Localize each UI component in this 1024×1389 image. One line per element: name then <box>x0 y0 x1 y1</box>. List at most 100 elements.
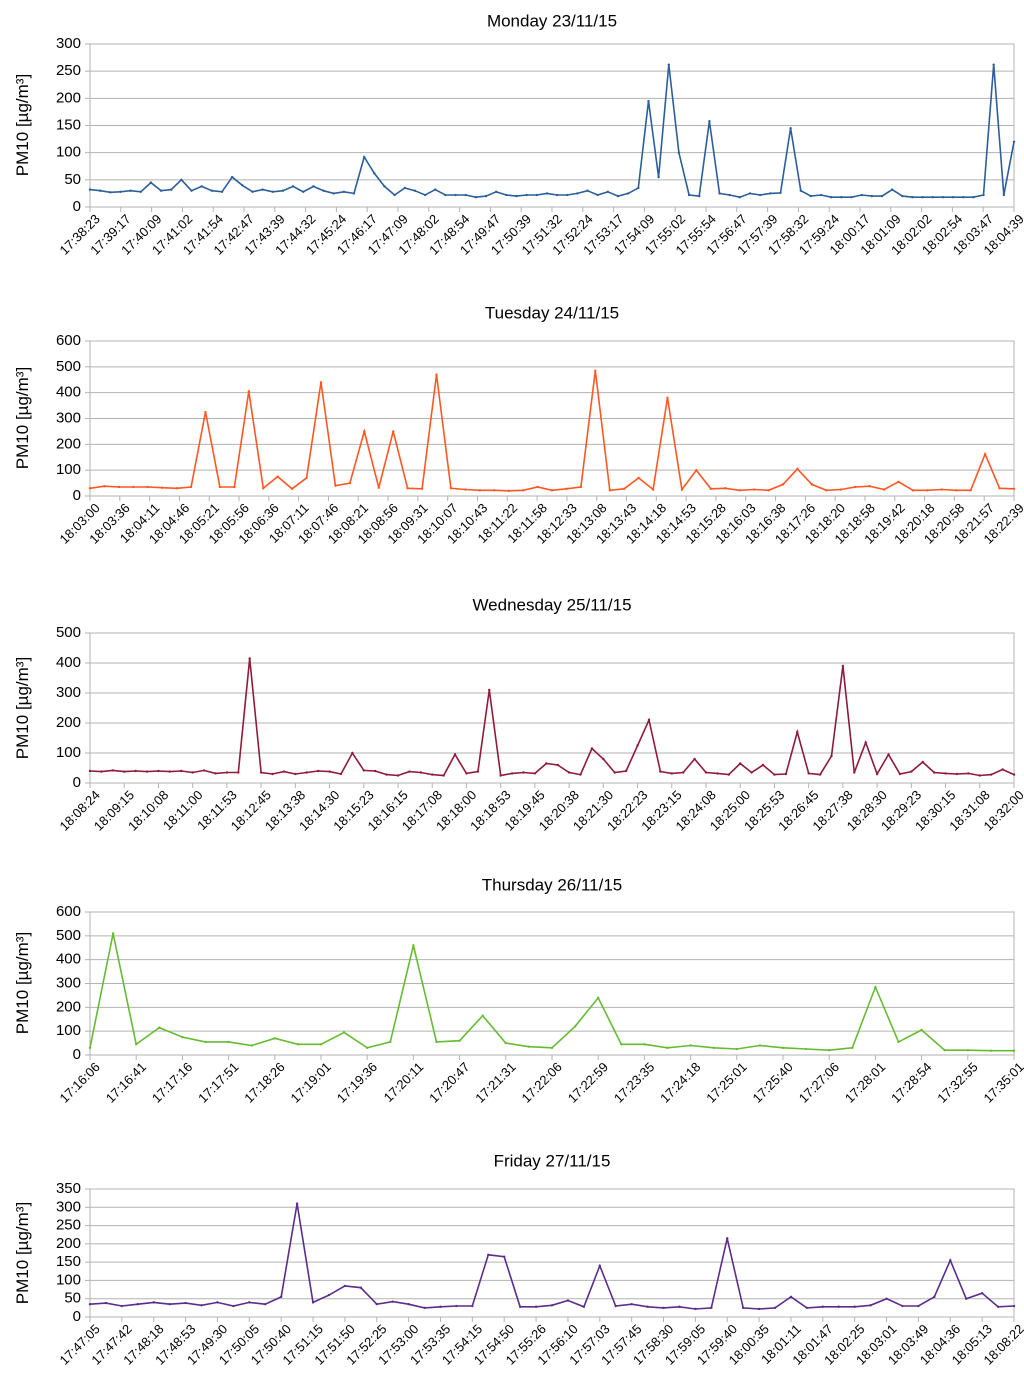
data-point <box>129 189 132 192</box>
data-point <box>439 1305 442 1308</box>
data-point <box>407 1303 410 1306</box>
data-point <box>897 1040 900 1044</box>
data-point <box>830 196 833 199</box>
data-point <box>882 488 886 491</box>
data-point <box>716 772 719 775</box>
data-point <box>550 489 554 492</box>
data-point <box>869 1304 872 1307</box>
data-point <box>805 1306 809 1310</box>
data-point <box>88 1303 92 1306</box>
data-point <box>391 430 395 433</box>
y-tick-label: 400 <box>56 384 81 401</box>
data-point <box>251 190 254 193</box>
data-point <box>88 769 92 773</box>
data-point <box>807 772 810 775</box>
data-point <box>818 773 822 776</box>
data-point <box>373 769 377 773</box>
data-point <box>343 1284 347 1288</box>
y-tick-label: 300 <box>56 684 81 701</box>
x-tick-label: 17:19:36 <box>334 1059 380 1105</box>
data-point <box>1012 1049 1016 1052</box>
data-point <box>1002 193 1006 197</box>
y-tick-label: 200 <box>56 998 81 1015</box>
y-tick-label: 300 <box>56 409 81 426</box>
data-point <box>989 1049 993 1052</box>
data-point <box>940 488 944 491</box>
x-tick-label: 17:22:06 <box>519 1059 565 1105</box>
data-point <box>503 1255 506 1258</box>
data-point <box>931 196 934 199</box>
data-point <box>465 772 468 775</box>
data-point <box>1012 487 1016 490</box>
data-point <box>738 196 742 199</box>
data-point <box>630 1303 633 1306</box>
y-tick-label: 0 <box>73 198 81 215</box>
y-tick-label: 500 <box>56 624 81 641</box>
y-tick-label: 600 <box>56 903 81 920</box>
data-point <box>851 1046 854 1050</box>
data-point <box>328 770 331 773</box>
data-point <box>636 744 639 747</box>
y-tick-label: 100 <box>56 144 81 161</box>
x-tick-label: 17:20:11 <box>381 1059 427 1105</box>
data-point <box>332 192 335 195</box>
data-point <box>295 1202 299 1205</box>
chart-title: Thursday 26/11/15 <box>482 875 623 894</box>
data-point <box>403 186 406 190</box>
data-point <box>989 773 993 776</box>
y-tick-label: 400 <box>56 654 81 671</box>
data-point <box>626 192 630 195</box>
data-point <box>264 1303 267 1306</box>
data-point <box>488 688 491 692</box>
data-point <box>1012 773 1016 776</box>
data-point <box>406 487 409 490</box>
data-point <box>227 1040 230 1044</box>
data-point <box>362 155 366 159</box>
data-point <box>710 1306 713 1310</box>
y-tick-label: 50 <box>64 1290 81 1307</box>
data-point <box>170 188 173 191</box>
data-point <box>104 1301 108 1305</box>
data-point <box>825 489 828 492</box>
chart-title: Wednesday 25/11/15 <box>472 595 631 614</box>
data-point <box>103 484 106 488</box>
data-point <box>189 485 193 489</box>
data-point <box>613 771 616 774</box>
data-point <box>322 189 325 192</box>
data-point <box>681 771 685 774</box>
data-point <box>579 485 583 489</box>
data-point <box>352 192 356 195</box>
y-tick-label: 200 <box>56 89 81 106</box>
data-point <box>157 769 160 773</box>
data-point <box>339 772 343 776</box>
data-point <box>982 193 985 197</box>
data-point <box>237 771 240 774</box>
data-point <box>860 193 863 197</box>
data-point <box>769 192 772 195</box>
y-tick-label: 300 <box>56 974 81 991</box>
data-point <box>594 369 597 372</box>
y-tick-label: 150 <box>56 116 81 133</box>
data-point <box>123 770 126 773</box>
data-point <box>739 762 742 765</box>
data-point <box>643 1043 646 1046</box>
data-point <box>312 185 315 188</box>
data-point <box>363 430 366 433</box>
data-point <box>550 1046 554 1050</box>
data-point <box>887 753 890 756</box>
data-point <box>689 1044 692 1047</box>
data-point <box>435 373 438 376</box>
data-point <box>216 1301 219 1304</box>
data-point <box>168 770 172 773</box>
data-point <box>276 475 279 478</box>
data-point <box>965 1297 968 1300</box>
data-point <box>88 1046 92 1050</box>
data-point <box>232 1304 235 1308</box>
data-point <box>853 1305 856 1308</box>
data-point <box>294 772 297 776</box>
y-tick-label: 100 <box>56 1022 81 1039</box>
chart-4: Thursday 26/11/15 PM10 [µg/m³] 0 100 200 300 4… <box>13 875 1024 1105</box>
data-point <box>911 489 915 492</box>
data-point <box>868 484 871 488</box>
data-point <box>119 190 122 193</box>
